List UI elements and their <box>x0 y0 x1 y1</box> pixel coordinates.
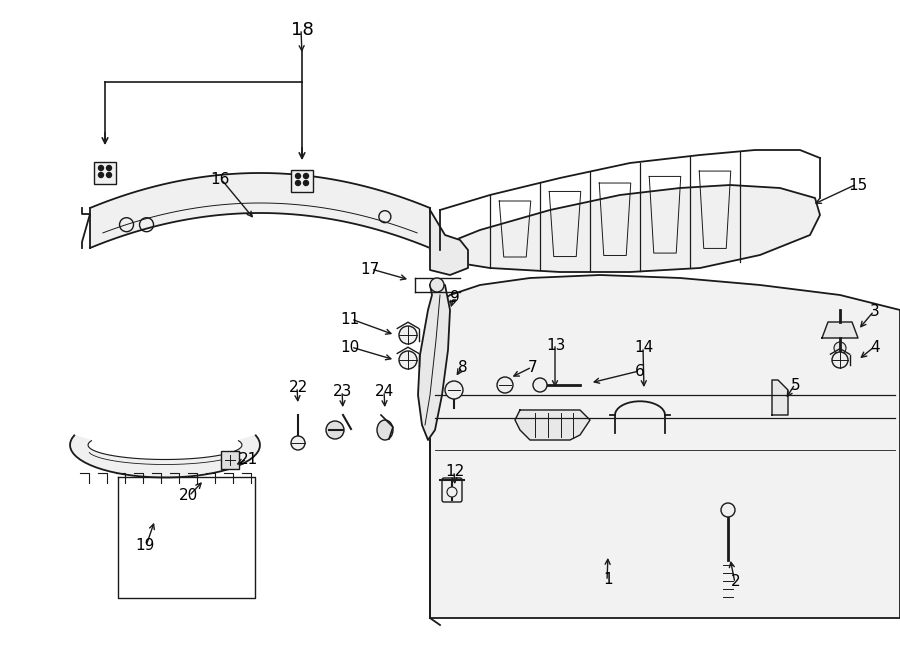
Text: 21: 21 <box>238 453 257 467</box>
Circle shape <box>303 173 309 178</box>
Text: 12: 12 <box>446 465 464 479</box>
Text: 11: 11 <box>340 313 360 327</box>
FancyBboxPatch shape <box>291 170 313 192</box>
Text: 6: 6 <box>635 364 645 379</box>
Circle shape <box>497 377 513 393</box>
Circle shape <box>303 180 309 186</box>
Circle shape <box>721 503 735 517</box>
Text: 17: 17 <box>360 262 380 278</box>
Polygon shape <box>430 185 820 272</box>
Text: 15: 15 <box>849 178 868 192</box>
Circle shape <box>98 173 104 178</box>
FancyBboxPatch shape <box>442 478 462 502</box>
Text: 14: 14 <box>634 340 653 356</box>
Circle shape <box>399 351 417 369</box>
Circle shape <box>445 381 463 399</box>
Text: 5: 5 <box>791 377 801 393</box>
Text: 1: 1 <box>603 572 613 588</box>
Polygon shape <box>430 210 468 275</box>
Circle shape <box>834 342 846 354</box>
Circle shape <box>106 165 112 171</box>
Text: 3: 3 <box>870 305 880 319</box>
Text: 9: 9 <box>450 290 460 305</box>
Circle shape <box>106 173 112 178</box>
Polygon shape <box>70 436 260 477</box>
Polygon shape <box>772 380 788 415</box>
Circle shape <box>295 173 301 178</box>
Circle shape <box>98 165 104 171</box>
Circle shape <box>291 436 305 450</box>
Ellipse shape <box>430 278 444 292</box>
Polygon shape <box>430 275 900 618</box>
FancyBboxPatch shape <box>221 451 239 469</box>
Text: 19: 19 <box>135 537 155 553</box>
Circle shape <box>533 378 547 392</box>
Text: 22: 22 <box>288 381 308 395</box>
Text: 4: 4 <box>870 340 880 356</box>
Text: 18: 18 <box>291 21 313 39</box>
Polygon shape <box>822 322 858 338</box>
Text: 8: 8 <box>458 360 468 375</box>
Polygon shape <box>418 285 450 440</box>
Text: 7: 7 <box>528 360 538 375</box>
Polygon shape <box>515 410 590 440</box>
Ellipse shape <box>326 421 344 439</box>
Text: 10: 10 <box>340 340 360 356</box>
Text: 23: 23 <box>333 385 353 399</box>
Circle shape <box>832 352 848 368</box>
Text: 13: 13 <box>546 338 566 352</box>
Text: 20: 20 <box>178 488 198 502</box>
Text: 16: 16 <box>211 173 230 188</box>
Ellipse shape <box>377 420 393 440</box>
Circle shape <box>399 326 417 344</box>
Polygon shape <box>90 173 430 248</box>
Circle shape <box>295 180 301 186</box>
Circle shape <box>447 487 457 497</box>
Text: 2: 2 <box>731 574 741 590</box>
FancyBboxPatch shape <box>94 162 116 184</box>
Text: 24: 24 <box>375 385 394 399</box>
